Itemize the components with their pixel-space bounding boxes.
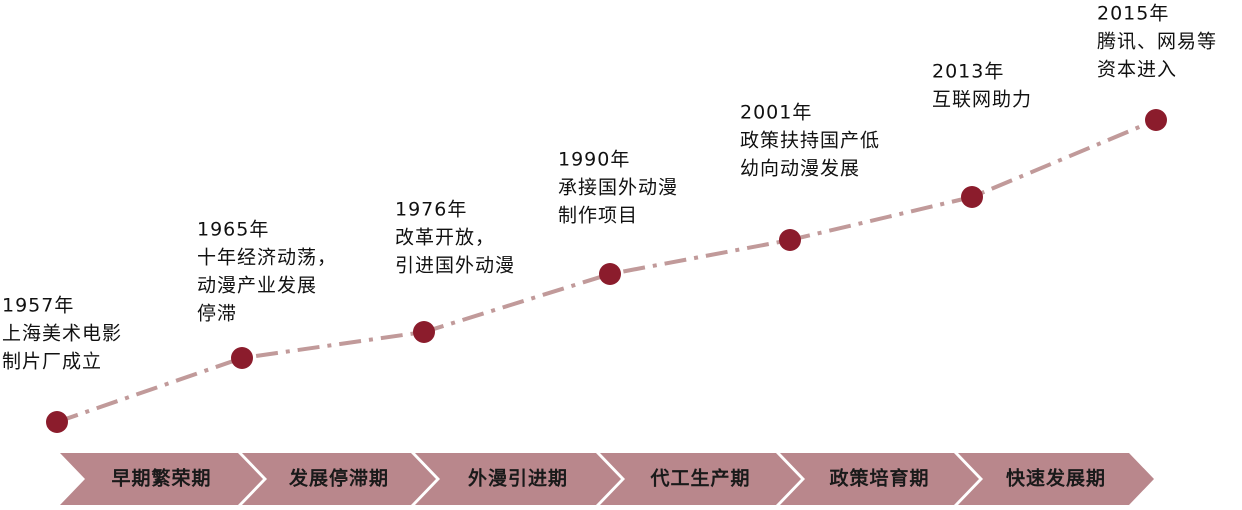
phase-chevron <box>242 453 436 505</box>
event-description: 上海美术电影 <box>2 323 122 345</box>
event-description: 资本进入 <box>1097 59 1177 81</box>
event-description: 引进国外动漫 <box>395 255 515 277</box>
phase-label: 外漫引进期 <box>468 467 568 490</box>
event-description: 制片厂成立 <box>2 351 102 373</box>
phase-chevron <box>600 453 801 505</box>
phase-chevron <box>958 453 1154 505</box>
phase-chevron <box>60 453 263 505</box>
phase-label: 政策培育期 <box>829 467 929 490</box>
phase-label: 发展停滞期 <box>288 467 389 490</box>
event-dot <box>231 347 253 369</box>
event-year: 2001年 <box>740 102 812 124</box>
event-year: 2013年 <box>932 61 1004 83</box>
event-description: 承接国外动漫 <box>558 177 678 199</box>
phase-chevron <box>415 453 621 505</box>
phase-label: 快速发展期 <box>1006 467 1106 490</box>
event-description: 动漫产业发展 <box>197 275 317 297</box>
phase-label: 代工生产期 <box>649 467 750 490</box>
event-description: 腾讯、网易等 <box>1097 31 1217 53</box>
event-description: 改革开放， <box>395 227 495 249</box>
event-dot <box>46 411 68 433</box>
phase-label: 早期繁荣期 <box>111 467 211 490</box>
event-dot <box>1145 109 1167 131</box>
event-year: 1990年 <box>558 149 630 171</box>
event-dot <box>413 321 435 343</box>
event-description: 制作项目 <box>558 205 638 227</box>
event-year: 2015年 <box>1097 3 1169 25</box>
event-dot <box>599 263 621 285</box>
event-dot <box>779 229 801 251</box>
event-year: 1976年 <box>395 199 467 221</box>
event-year: 1965年 <box>197 219 269 241</box>
event-description: 幼向动漫发展 <box>740 158 860 180</box>
phase-band: 早期繁荣期 发展停滞期 外漫引进期 代工生产期 政策培育期 快速发展期 <box>60 453 1154 505</box>
event-dot <box>961 186 983 208</box>
event-description: 互联网助力 <box>932 89 1032 111</box>
event-description: 十年经济动荡， <box>197 247 337 269</box>
event-year: 1957年 <box>2 295 74 317</box>
event-description: 政策扶持国产低 <box>740 130 880 152</box>
phase-chevron <box>780 453 979 505</box>
event-description: 停滞 <box>197 303 237 325</box>
